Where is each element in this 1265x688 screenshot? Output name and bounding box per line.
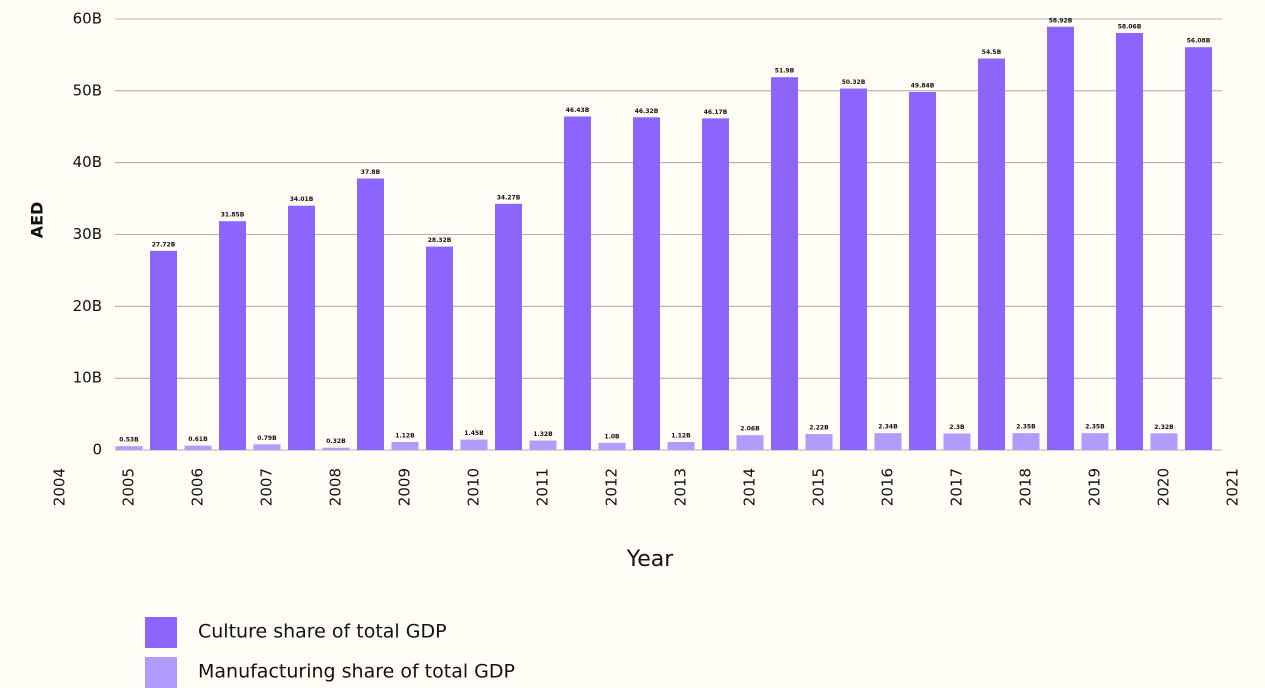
x-tick-label: 2010 [465,468,483,506]
bar [115,446,143,450]
data-label: 51.9B [775,68,795,75]
data-label: 46.43B [566,107,590,114]
y-tick-label: 0 [92,441,102,459]
data-label: 50.32B [842,79,866,86]
data-label: 2.34B [878,424,898,431]
bar [702,118,729,451]
data-label: 2.35B [1016,424,1036,431]
legend-label: Culture share of total GDP [198,621,447,643]
bar [840,88,867,450]
x-tick-label: 2018 [1017,468,1035,506]
x-tick-label: 2011 [534,468,552,506]
bar [1081,433,1109,450]
bar [426,246,453,450]
bar [391,441,419,450]
bar [1012,433,1040,450]
bar [1150,433,1178,450]
data-label: 1.12B [671,432,691,439]
y-tick-label: 20B [73,297,102,315]
data-label: 31.85B [221,212,245,219]
data-label: 1.12B [395,432,415,439]
bar [633,117,660,450]
x-tick-label: 2021 [1224,468,1242,506]
bar [1185,47,1212,451]
bar [253,444,281,450]
y-tick-label: 10B [73,369,102,387]
x-tick-label: 2019 [1086,468,1104,506]
x-tick-label: 2007 [258,468,276,506]
x-tick-label: 2016 [879,468,897,506]
data-label: 58.06B [1118,23,1142,30]
x-tick-label: 2017 [948,468,966,506]
y-axis-title: AED [28,202,47,239]
data-label: 34.27B [497,194,521,201]
bar [598,442,626,450]
y-tick-label: 50B [73,81,102,99]
data-label: 2.06B [740,426,760,433]
bar [978,58,1005,451]
bar [357,178,384,450]
data-label: 46.17B [704,109,728,116]
data-label: 49.84B [911,82,935,89]
data-label: 0.79B [257,435,277,442]
bar [909,91,936,450]
data-label: 27.72B [152,241,176,248]
y-tick-label: 40B [73,153,102,171]
bar [495,203,522,450]
data-label: 2.22B [809,425,829,432]
y-tick-label: 60B [73,10,102,28]
data-label: 37.8B [361,169,381,176]
bar [288,205,315,450]
x-tick-label: 2020 [1155,468,1173,506]
bar [874,433,902,450]
bar [1047,26,1074,451]
bar [805,434,833,450]
bar [771,77,798,450]
data-label: 0.32B [326,438,346,445]
legend-swatch [145,617,177,648]
bar [322,447,350,450]
bar [184,445,212,450]
bar [943,433,971,450]
data-label: 1.0B [604,433,620,440]
bar [150,250,177,450]
data-label: 2.35B [1085,424,1105,431]
data-label: 0.53B [119,437,139,444]
bar [667,441,695,450]
data-label: 54.5B [982,49,1002,56]
data-label: 1.45B [464,430,484,437]
bar [564,116,591,450]
data-label: 46.32B [635,108,659,115]
bar [1116,32,1143,450]
x-tick-label: 2005 [120,468,138,506]
x-tick-label: 2008 [327,468,345,506]
bar [529,440,557,450]
data-label: 0.61B [188,436,208,443]
legend-swatch [145,657,177,688]
x-tick-label: 2004 [51,468,69,506]
y-tick-label: 30B [73,225,102,243]
bar [219,221,246,450]
x-tick-label: 2006 [189,468,207,506]
x-tick-label: 2014 [741,468,759,506]
data-label: 2.32B [1154,424,1174,431]
data-label: 34.01B [290,196,314,203]
data-label: 58.92B [1049,17,1073,24]
bar [736,435,764,450]
x-axis-title: Year [626,547,675,572]
legend-label: Manufacturing share of total GDP [198,661,515,683]
x-tick-label: 2015 [810,468,828,506]
data-label: 1.32B [533,431,553,438]
x-tick-label: 2009 [396,468,414,506]
bar [460,439,488,450]
data-label: 28.32B [428,237,452,244]
data-label: 56.08B [1187,38,1211,45]
x-tick-label: 2013 [672,468,690,506]
data-label: 2.3B [949,424,965,431]
x-tick-label: 2012 [603,468,621,506]
